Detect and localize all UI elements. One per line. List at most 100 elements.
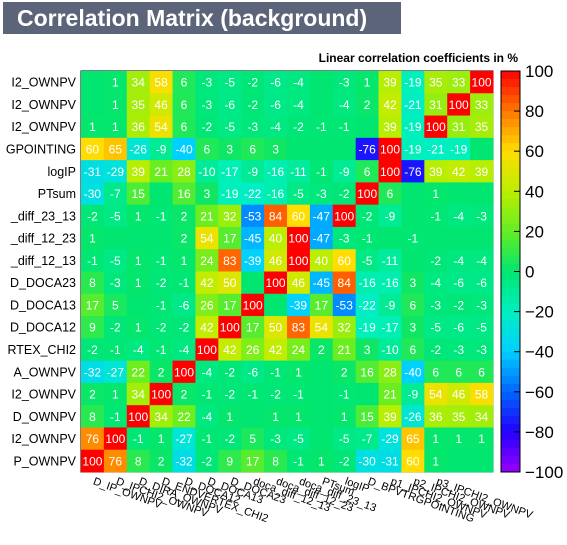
- heatmap-cell: [401, 249, 425, 272]
- row-label: _diff_12_23: [10, 232, 76, 246]
- heatmap-cell: [149, 182, 173, 206]
- colorbar-segment: [501, 343, 520, 353]
- colorbar-segment: [501, 191, 520, 200]
- heatmap-cell: [241, 182, 265, 206]
- heatmap-cell: [424, 405, 448, 428]
- heatmap-cell: [195, 249, 219, 272]
- cell-value-label: -3: [476, 209, 487, 223]
- heatmap-cell: [195, 71, 219, 94]
- cell-value-label: 100: [105, 432, 125, 446]
- heatmap-cell: [195, 316, 219, 339]
- heatmap-cell: [332, 93, 357, 116]
- heatmap-cell: [264, 316, 288, 339]
- heatmap-cell: [126, 293, 151, 317]
- cell-value-label: -40: [175, 142, 193, 156]
- cell-value-label: -6: [247, 365, 258, 379]
- heatmap-cell: [103, 226, 128, 250]
- heatmap-cell: [355, 137, 379, 161]
- cell-value-label: 6: [410, 298, 417, 312]
- heatmap-cell: [378, 204, 402, 228]
- heatmap-cell: [287, 405, 311, 428]
- heatmap-cell: [264, 71, 288, 94]
- cell-value-label: 65: [406, 432, 420, 446]
- heatmap-cell: [195, 360, 219, 384]
- cell-value-label: 2: [181, 209, 188, 223]
- heatmap-cell: [103, 182, 128, 206]
- heatmap-cell: [218, 160, 242, 183]
- heatmap-cell: [355, 160, 379, 183]
- heatmap-cell: [218, 360, 242, 384]
- cell-value-label: 42: [200, 276, 214, 290]
- heatmap-cell: [309, 427, 334, 451]
- heatmap-cell: [103, 271, 128, 295]
- heatmap-cell: [103, 249, 128, 272]
- cell-value-label: -19: [358, 321, 376, 335]
- colorbar-segment: [501, 415, 520, 425]
- cell-value-label: -6: [270, 76, 281, 90]
- heatmap-cell: [470, 405, 494, 428]
- cell-value-label: 1: [112, 76, 119, 90]
- cell-value-label: -9: [156, 142, 167, 156]
- colorbar-segment: [501, 87, 520, 96]
- cell-value-label: -2: [156, 321, 167, 335]
- cell-value-label: -2: [179, 321, 190, 335]
- row-label: logIP: [48, 165, 77, 179]
- heatmap-cell: [172, 93, 196, 116]
- cell-value-label: -5: [224, 120, 235, 134]
- cell-value-label: 100: [288, 254, 308, 268]
- heatmap-cell: [172, 249, 196, 272]
- cell-value-label: 5: [112, 298, 119, 312]
- heatmap-cell: [81, 382, 105, 406]
- cell-value-label: -2: [430, 254, 441, 268]
- heatmap-cell: [378, 427, 402, 451]
- cell-value-label: -1: [179, 276, 190, 290]
- cell-value-label: -16: [267, 187, 285, 201]
- heatmap-cell: [241, 427, 265, 451]
- cell-value-label: -4: [453, 254, 464, 268]
- cell-value-label: 8: [272, 454, 279, 468]
- cell-value-label: 3: [364, 343, 371, 357]
- cell-value-label: -1: [316, 120, 327, 134]
- cell-value-label: 34: [132, 388, 146, 402]
- colorbar-segment: [501, 167, 520, 176]
- heatmap-cell: [355, 338, 379, 362]
- heatmap-cell: [287, 93, 311, 116]
- colorbar-segment: [501, 263, 520, 272]
- cell-value-label: -5: [430, 321, 441, 335]
- heatmap-cell: [126, 137, 151, 161]
- cell-value-label: -19: [404, 120, 422, 134]
- heatmap-cell: [309, 249, 334, 272]
- cell-value-label: 6: [181, 76, 188, 90]
- heatmap-cell: [241, 449, 265, 473]
- cell-value-label: 35: [132, 98, 146, 112]
- heatmap-cell: [332, 204, 357, 228]
- heatmap-cell: [103, 293, 128, 317]
- colorbar-segment: [501, 79, 520, 88]
- cell-value-label: -1: [202, 388, 213, 402]
- row-label: D_DOCA23: [10, 276, 76, 290]
- cell-value-label: -3: [110, 276, 121, 290]
- colorbar-segment: [501, 367, 520, 377]
- cell-value-label: -4: [202, 365, 213, 379]
- cell-value-label: 17: [315, 298, 329, 312]
- heatmap-cell: [149, 71, 173, 94]
- cell-value-label: -1: [270, 365, 281, 379]
- heatmap-cell: [241, 160, 265, 183]
- cell-value-label: -2: [362, 209, 373, 223]
- cell-value-label: -40: [404, 365, 422, 379]
- cell-value-label: 2: [181, 388, 188, 402]
- cell-value-label: -30: [84, 187, 102, 201]
- cell-value-label: 2: [364, 98, 371, 112]
- cell-value-label: -3: [476, 343, 487, 357]
- cell-value-label: 40: [269, 232, 283, 246]
- heatmap-cell: [424, 249, 448, 272]
- colorbar-segment: [501, 135, 520, 144]
- cell-value-label: -10: [381, 343, 399, 357]
- cell-value-label: 76: [86, 432, 100, 446]
- heatmap-cell: [355, 382, 379, 406]
- heatmap-cell: [309, 271, 334, 295]
- heatmap-cell: [447, 71, 471, 94]
- cell-value-label: 21: [383, 388, 397, 402]
- heatmap-cell: [332, 271, 357, 295]
- heatmap-cell: [332, 137, 357, 161]
